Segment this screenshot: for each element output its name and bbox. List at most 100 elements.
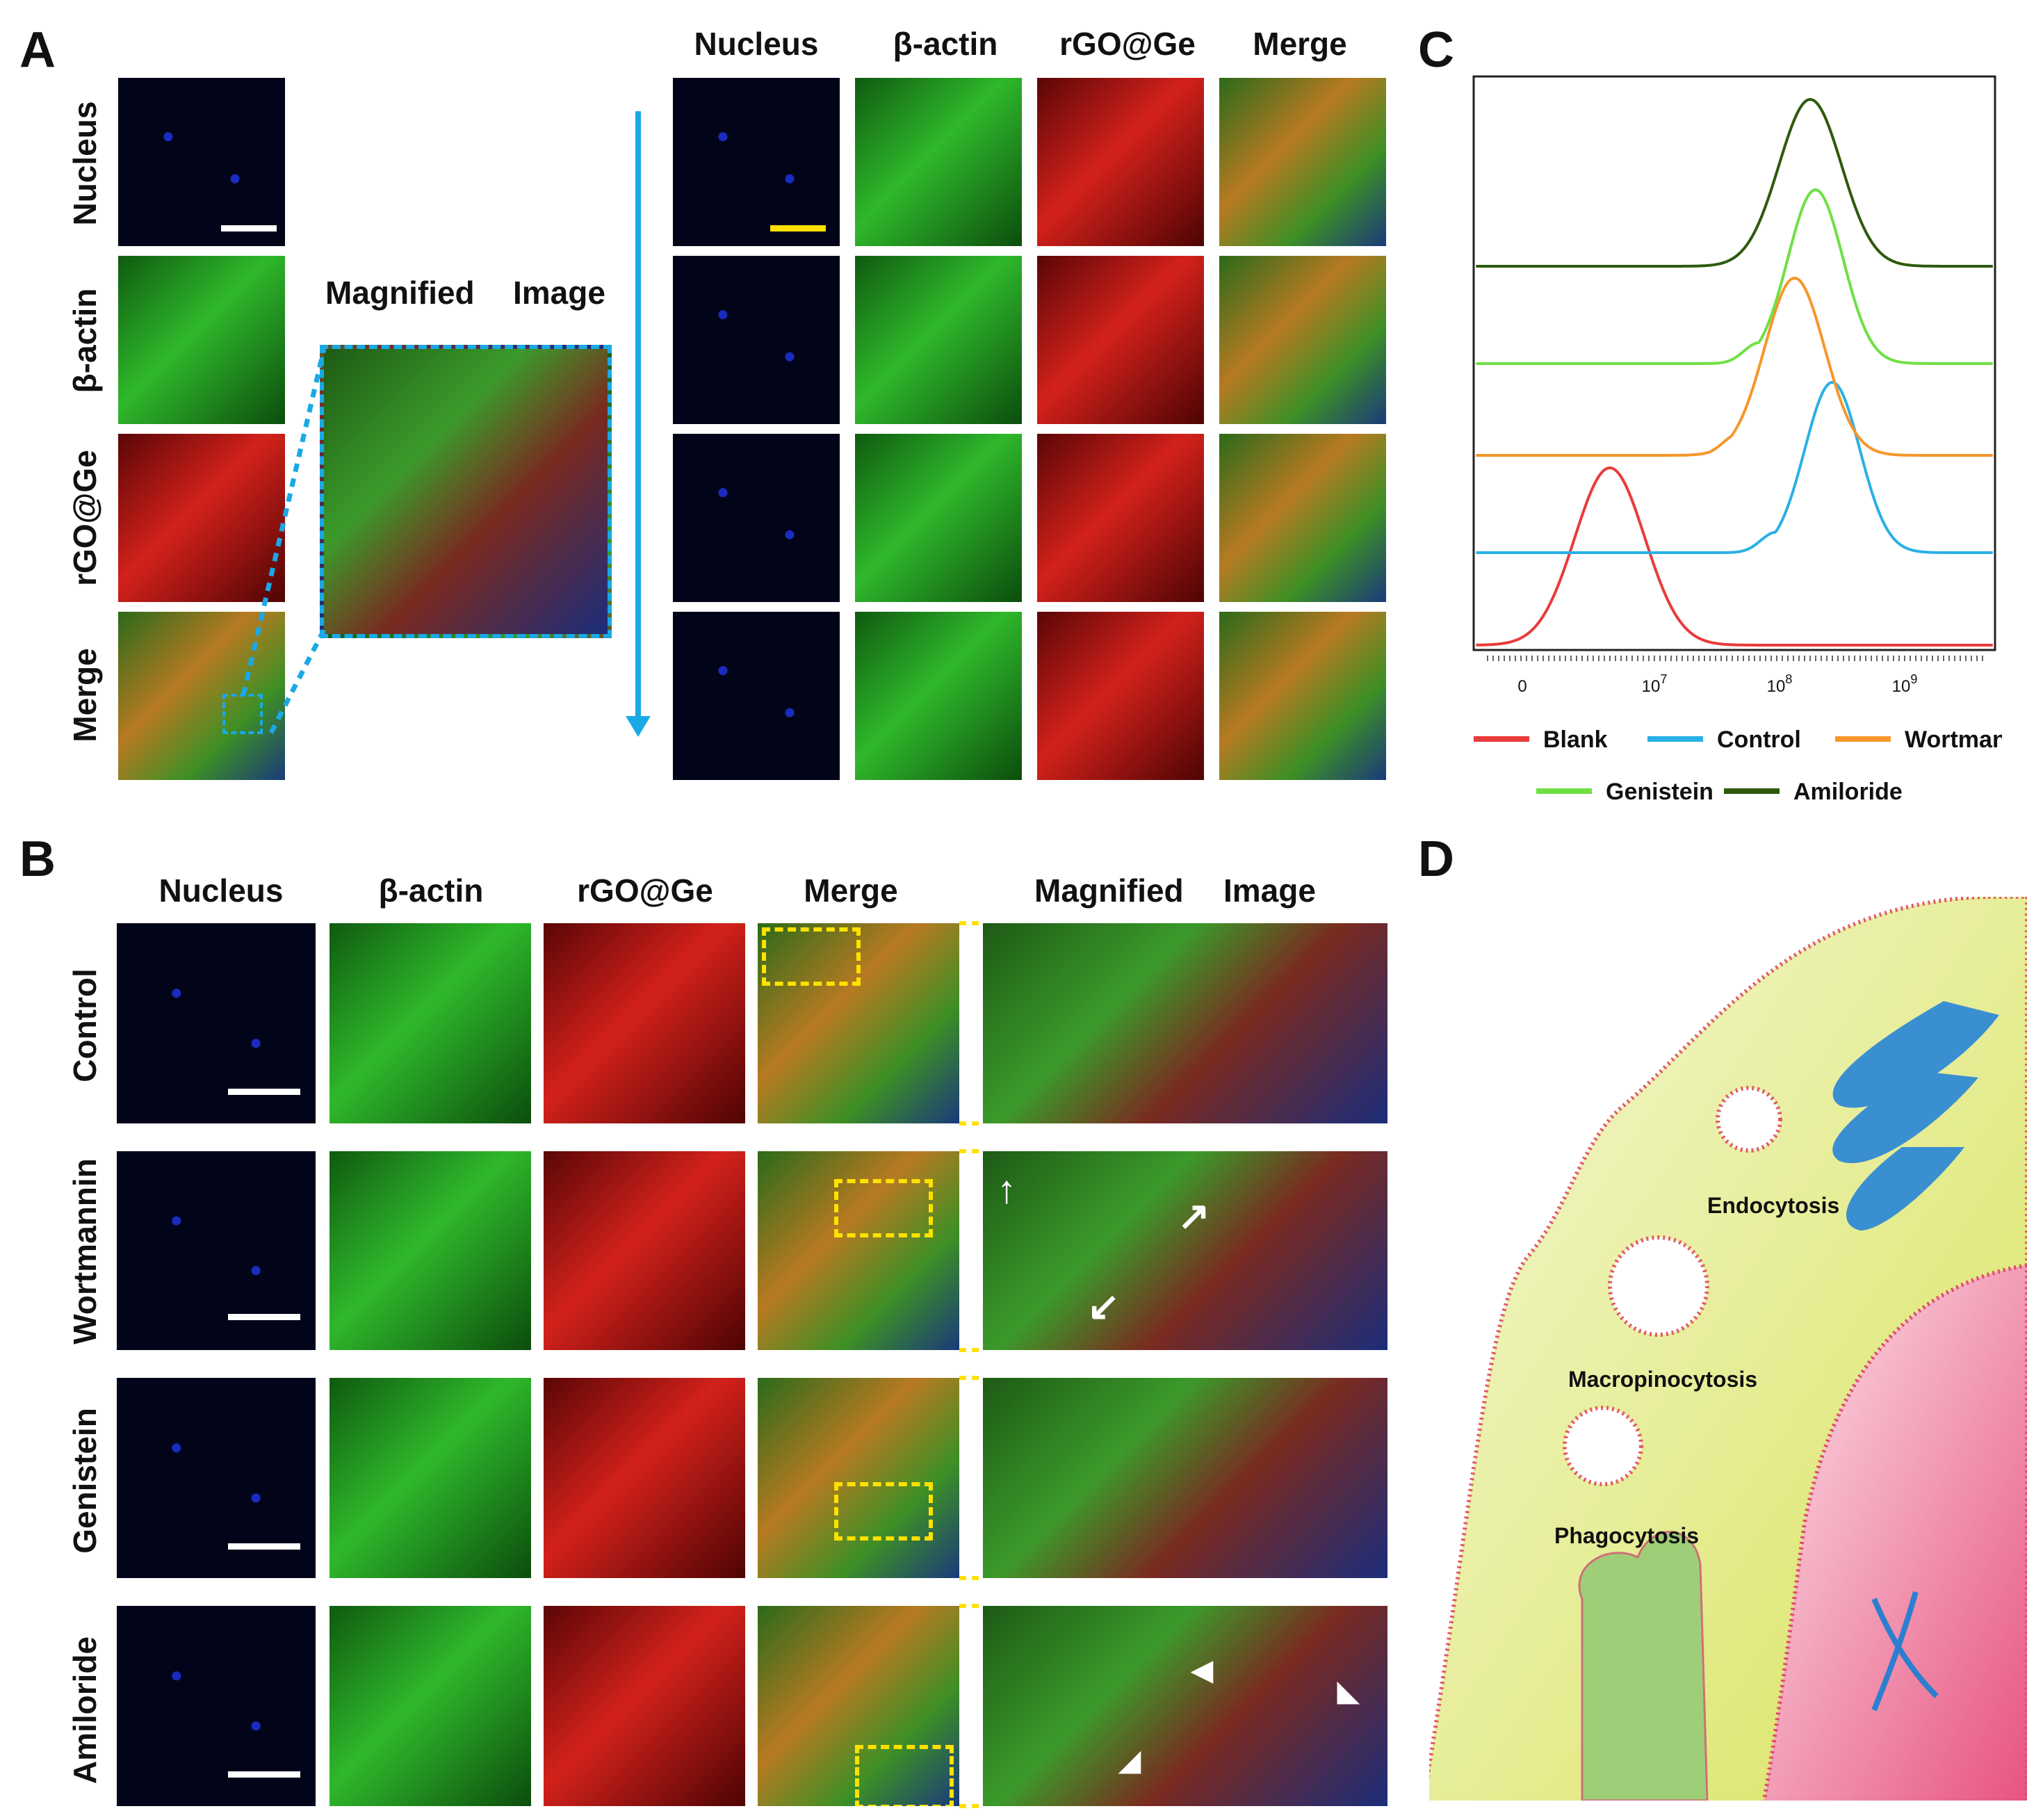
- panel-b-magnified-image: ↑ ↗ ↙: [983, 1151, 1387, 1350]
- panel-a-col-header-rgo: rGO@Ge: [1059, 26, 1196, 62]
- panel-a-grid-image: [855, 612, 1022, 780]
- panel-a-col-header-nucleus: Nucleus: [694, 26, 819, 62]
- panel-a-col-header-actin: β-actin: [893, 26, 998, 62]
- panel-b-magnified-label-2: Image: [1223, 872, 1316, 909]
- macropinosome-vesicle: [1608, 1235, 1709, 1337]
- panel-a-row-label-actin: β-actin: [67, 288, 103, 393]
- scale-bar: [228, 1089, 300, 1095]
- panel-a-rgo-image: [118, 434, 285, 602]
- panel-a-grid-image: [673, 78, 840, 246]
- golgi-icon: [1832, 1001, 1999, 1108]
- scale-bar: [228, 1543, 300, 1550]
- panel-a-grid-image: [855, 78, 1022, 246]
- panel-a-magnified-image: [320, 345, 612, 638]
- series-line-amiloride: [1476, 97, 1993, 268]
- panel-b-nucleus-image: [117, 1606, 316, 1806]
- panel-a-grid-image: [1219, 612, 1386, 780]
- panel-b-nucleus-image: [117, 1378, 316, 1578]
- endosome-vesicle: [1716, 1086, 1782, 1153]
- flow-cytometry-chart: 0 107 108 109 Blank Control Wortmannin Geniste…: [1472, 75, 2002, 805]
- x-tick-label: 0: [1517, 677, 1527, 696]
- arrow-icon: ↗: [1178, 1194, 1210, 1237]
- panel-b-col-header-actin: β-actin: [378, 872, 484, 909]
- panel-b-col-header-nucleus: Nucleus: [158, 872, 284, 909]
- dna-icon: [1871, 1591, 1939, 1712]
- scale-bar: [228, 1314, 300, 1320]
- panel-a-grid-image: [673, 434, 840, 602]
- series-line-control: [1476, 380, 1993, 554]
- legend-label: Control: [1717, 726, 1801, 753]
- zoom-region-box: [762, 927, 861, 986]
- panel-a-grid-image: [673, 612, 840, 780]
- panel-b-magnified-image: ◀ ◣ ◢: [983, 1606, 1387, 1806]
- legend-label: Blank: [1543, 726, 1608, 753]
- x-tick-label: 109: [1892, 672, 1918, 696]
- zoom-region-box: [222, 694, 263, 734]
- panel-b-magnified-label-1: Magnified: [1034, 872, 1184, 909]
- panel-letter-a: A: [19, 22, 56, 78]
- panel-b-rgo-image: [544, 923, 745, 1123]
- panel-b-merge-image: [758, 923, 959, 1123]
- phagocytosis-label: Phagocytosis: [1554, 1523, 1699, 1548]
- panel-b-row-label-genistein: Genistein: [67, 1408, 103, 1554]
- arrowhead-icon: ◣: [1337, 1676, 1359, 1707]
- panel-a-col-header-merge: Merge: [1253, 26, 1347, 62]
- series-line-blank: [1476, 466, 1993, 647]
- panel-b-merge-image: [758, 1606, 959, 1806]
- arrow-icon: ↑: [997, 1167, 1016, 1211]
- panel-letter-b: B: [19, 831, 56, 887]
- x-tick-label: 108: [1767, 672, 1793, 696]
- panel-a-actin-image: [118, 256, 285, 424]
- panel-a-grid-image: [1037, 612, 1204, 780]
- arrowhead-icon: ◢: [1119, 1746, 1141, 1776]
- panel-b-nucleus-image: [117, 1151, 316, 1350]
- scale-bar: [221, 225, 277, 231]
- panel-b-row-label-control: Control: [67, 968, 103, 1082]
- panel-a-row-label-merge: Merge: [67, 648, 103, 742]
- panel-b-merge-image: [758, 1378, 959, 1578]
- panel-a-row-label-nucleus: Nucleus: [67, 101, 103, 226]
- panel-a-grid-image: [855, 256, 1022, 424]
- panel-b-magnified-image: [983, 1378, 1387, 1578]
- panel-b-col-header-rgo: rGO@Ge: [577, 872, 713, 909]
- legend-label: Amiloride: [1793, 779, 1903, 805]
- zoom-region-box: [834, 1482, 933, 1541]
- panel-b-rgo-image: [544, 1378, 745, 1578]
- panel-a-grid-image: [1219, 434, 1386, 602]
- arrow-icon: ↙: [1087, 1284, 1120, 1328]
- panel-b-actin-image: [329, 1378, 531, 1578]
- panel-letter-c: C: [1418, 22, 1454, 78]
- panel-b-magnified-image: [983, 923, 1387, 1123]
- nucleus-shape: [1761, 1262, 2027, 1801]
- panel-b-actin-image: [329, 1151, 531, 1350]
- panel-b-rgo-image: [544, 1151, 745, 1350]
- panel-a-merge-image: [118, 612, 285, 780]
- zoom-region-box: [855, 1745, 954, 1806]
- series-line-genistein: [1476, 188, 1993, 365]
- panel-b-row-label-amiloride: Amiloride: [67, 1636, 103, 1785]
- panel-a-nucleus-image: [118, 78, 285, 246]
- golgi-icon: [1846, 1147, 1964, 1230]
- panel-a-grid-image: [1037, 78, 1204, 246]
- panel-a-grid-image: [1037, 434, 1204, 602]
- panel-a-row-label-rgo: rGO@Ge: [67, 450, 103, 586]
- panel-letter-d: D: [1418, 831, 1454, 887]
- macropinocytosis-label: Macropinocytosis: [1568, 1367, 1757, 1392]
- panel-b-nucleus-image: [117, 923, 316, 1123]
- panel-a-grid-image: [855, 434, 1022, 602]
- legend-label: Wortmannin: [1905, 726, 2002, 753]
- panel-b-col-header-merge: Merge: [804, 872, 898, 909]
- arrowhead-icon: ◀: [1191, 1655, 1213, 1686]
- scale-bar: [228, 1771, 300, 1778]
- mitochondria-icon: [1578, 1531, 1709, 1801]
- panel-b-actin-image: [329, 1606, 531, 1806]
- panel-a-grid-image: [673, 256, 840, 424]
- zoom-region-box: [834, 1179, 933, 1237]
- panel-b-merge-image: [758, 1151, 959, 1350]
- panel-b-rgo-image: [544, 1606, 745, 1806]
- panel-a-magnified-label-2: Image: [513, 275, 605, 311]
- series-line-wortmannin: [1476, 276, 1993, 457]
- panel-a-grid-image: [1219, 78, 1386, 246]
- golgi-icon: [1832, 1071, 1978, 1164]
- endocytosis-label: Endocytosis: [1707, 1193, 1839, 1218]
